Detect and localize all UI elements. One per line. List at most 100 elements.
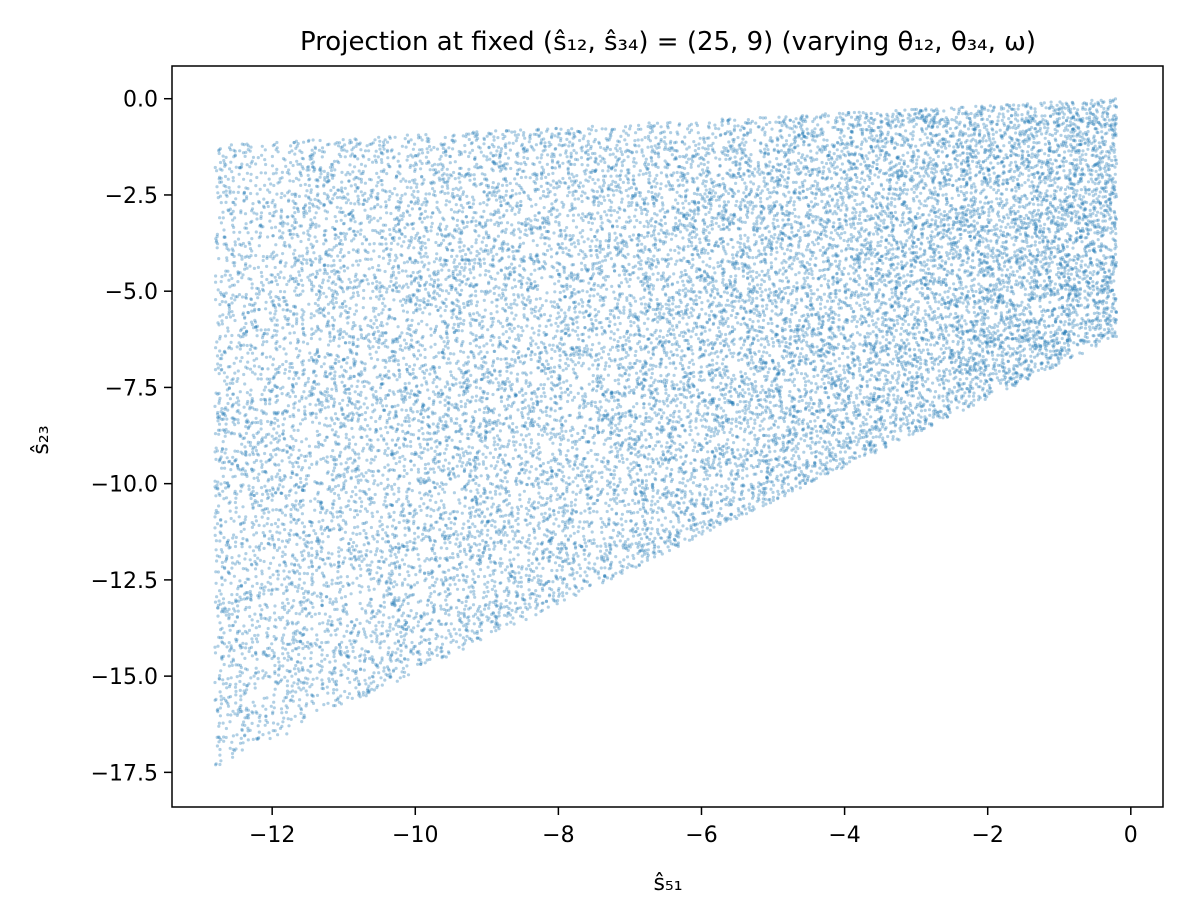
scatter-point [396,359,400,363]
scatter-point [260,274,264,278]
scatter-point [829,362,833,366]
scatter-point [248,367,253,371]
scatter-point [429,514,433,518]
scatter-point [877,156,881,160]
scatter-point [375,533,379,537]
scatter-point [679,380,683,384]
scatter-point [447,396,452,400]
scatter-point [492,138,496,142]
scatter-point [405,595,409,600]
scatter-point [725,461,729,465]
scatter-point [435,445,439,449]
scatter-point [978,354,982,358]
scatter-point [279,270,283,274]
scatter-point [293,562,297,567]
scatter-point [729,132,734,136]
scatter-point [347,438,351,442]
scatter-point [588,244,592,249]
scatter-point [609,257,614,261]
scatter-point [1070,145,1074,149]
scatter-point [504,193,508,197]
scatter-point [230,283,234,287]
scatter-point [1090,322,1094,326]
scatter-point [796,257,800,261]
scatter-point [888,178,892,182]
scatter-point [592,189,596,193]
scatter-point [430,494,434,498]
scatter-point [294,521,298,525]
scatter-point [241,273,245,277]
scatter-point [727,303,731,307]
scatter-point [375,540,379,544]
scatter-point [656,261,661,265]
scatter-point [229,713,233,717]
scatter-point [299,278,303,282]
scatter-point [385,634,390,638]
scatter-point [757,493,761,497]
scatter-point [570,144,575,148]
scatter-point [802,450,806,454]
scatter-point [594,354,598,358]
scatter-point [666,545,670,549]
scatter-point [232,148,236,152]
scatter-point [491,600,496,605]
scatter-point [794,273,798,277]
scatter-point [420,426,424,430]
scatter-point [317,354,321,358]
scatter-point [286,601,290,605]
scatter-point [483,582,487,586]
scatter-point [912,154,916,158]
scatter-point [420,260,424,264]
scatter-point [564,429,568,433]
scatter-point [806,475,810,479]
scatter-point [614,446,618,450]
scatter-point [940,245,944,249]
scatter-point [294,220,298,225]
scatter-point [694,426,698,430]
scatter-point [990,305,994,309]
scatter-point [507,591,511,595]
scatter-point [377,671,381,675]
scatter-point [345,470,349,474]
scatter-point [237,185,241,189]
scatter-point [702,158,706,162]
scatter-point [663,351,667,355]
scatter-point [428,282,432,287]
scatter-point [825,373,829,377]
scatter-point [387,616,391,620]
scatter-point [655,337,659,341]
scatter-point [1063,187,1068,192]
scatter-point [263,183,267,187]
scatter-point [734,259,738,264]
scatter-point [689,335,693,339]
scatter-point [563,311,567,315]
scatter-point [583,346,587,351]
scatter-point [477,257,481,261]
scatter-point [741,269,745,274]
scatter-point [510,402,515,406]
scatter-point [459,369,463,373]
scatter-point [605,213,609,217]
scatter-point [1048,300,1052,304]
scatter-point [563,327,568,331]
scatter-point [260,569,264,573]
scatter-point [816,288,820,292]
scatter-point [231,747,235,752]
scatter-point [642,550,646,554]
scatter-point [1036,208,1040,212]
scatter-point [585,353,589,357]
scatter-point [243,518,247,522]
scatter-point [465,362,469,366]
scatter-point [290,470,294,474]
scatter-point [965,160,970,164]
scatter-point [1060,304,1064,308]
scatter-point [719,406,723,410]
scatter-point [220,576,224,581]
scatter-point [595,377,599,381]
scatter-point [610,345,615,349]
scatter-point [677,409,681,413]
scatter-point [746,382,750,387]
scatter-point [705,195,709,199]
scatter-point [378,143,382,147]
scatter-point [584,395,588,399]
